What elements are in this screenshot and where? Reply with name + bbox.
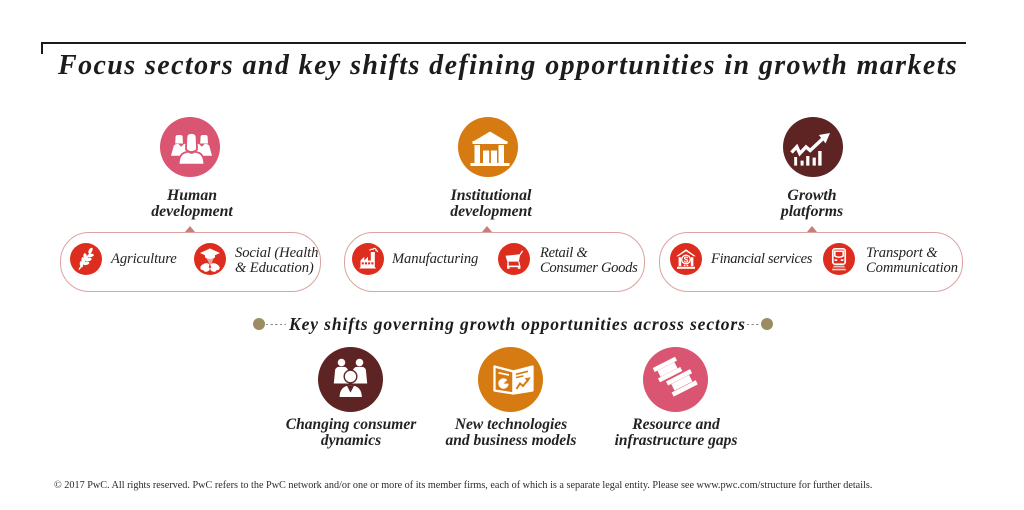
- svg-text:$: $: [684, 255, 689, 265]
